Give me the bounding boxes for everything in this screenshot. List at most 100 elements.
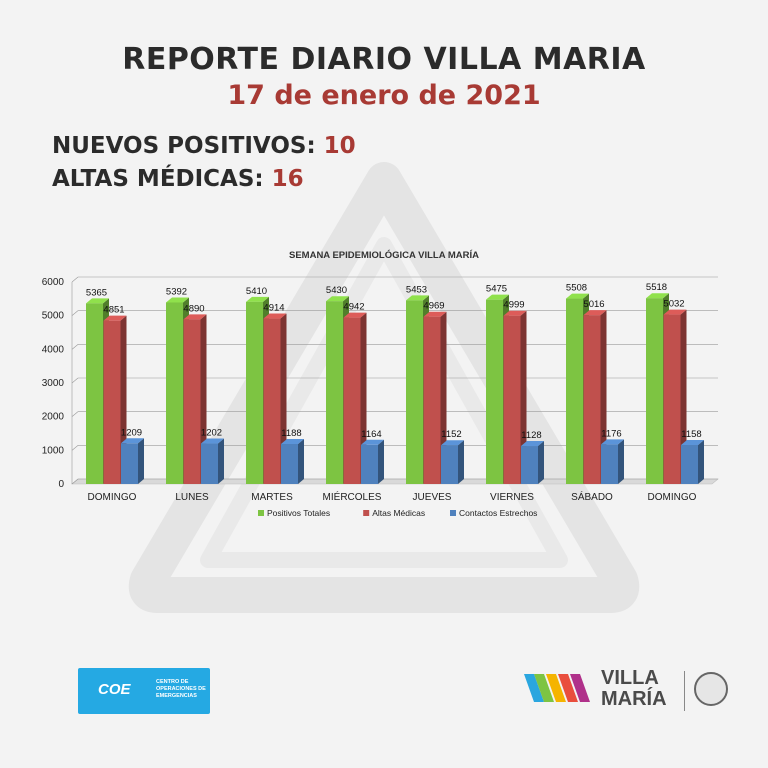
- bar-side: [698, 440, 704, 484]
- bar-top: [121, 438, 144, 444]
- bar-side: [378, 439, 384, 484]
- x-tick-label: JUEVES: [413, 492, 452, 503]
- report-date: 17 de enero de 2021: [227, 80, 541, 111]
- data-label: 4999: [503, 300, 524, 311]
- y-tick-label: 1000: [42, 445, 65, 456]
- data-label: 5365: [86, 287, 107, 298]
- data-label: 1152: [441, 429, 461, 440]
- report-title: REPORTE DIARIO VILLA MARIA: [122, 42, 646, 77]
- bar-side: [538, 441, 544, 484]
- y-tick-label: 4000: [42, 344, 65, 355]
- y-tick-label: 0: [58, 479, 64, 490]
- bar-side: [440, 311, 447, 484]
- bar: [406, 300, 423, 484]
- bar-top: [86, 298, 109, 304]
- data-label: 4890: [183, 303, 204, 314]
- bar-side: [680, 309, 687, 484]
- data-label: 1128: [521, 430, 541, 441]
- legend-swatch: [258, 510, 264, 516]
- bar-top: [601, 439, 624, 445]
- legend-label: Altas Médicas: [372, 508, 425, 518]
- bar: [183, 319, 201, 484]
- bar-top: [503, 310, 527, 316]
- data-label: 1188: [281, 428, 301, 439]
- bar-top: [566, 293, 589, 299]
- coe-logo-subtitle: Centro de Operaciones de Emergencias: [156, 679, 206, 699]
- bar-side: [520, 310, 527, 484]
- data-label: 4851: [103, 305, 124, 316]
- brand-divider: [684, 671, 685, 711]
- bar: [681, 445, 698, 484]
- legend-swatch: [450, 510, 456, 516]
- data-label: 4942: [343, 302, 364, 313]
- bar-side: [600, 310, 607, 484]
- medical-discharges-value: 16: [271, 166, 304, 192]
- bar-top: [521, 441, 544, 447]
- y-tick-label: 6000: [42, 277, 65, 288]
- bar: [646, 298, 663, 484]
- bar-top: [663, 309, 687, 315]
- bar: [103, 320, 121, 484]
- bar-side: [218, 438, 224, 484]
- x-tick-label: DOMINGO: [648, 492, 697, 503]
- bar: [263, 318, 281, 484]
- x-tick-label: SÁBADO: [571, 490, 613, 503]
- city-seal-icon: [694, 672, 728, 706]
- grid-line: [71, 445, 79, 451]
- bar-top: [281, 439, 304, 445]
- bar: [566, 298, 583, 484]
- bar-top: [201, 438, 224, 444]
- bar-top: [423, 311, 447, 317]
- data-label: 5508: [566, 283, 587, 294]
- bar: [521, 446, 538, 484]
- bar: [201, 443, 218, 484]
- bar: [583, 315, 601, 484]
- bar-top: [166, 297, 189, 303]
- bar: [441, 445, 458, 484]
- medical-discharges-stat: ALTAS MÉDICAS: 16: [52, 166, 304, 192]
- new-positives-label: NUEVOS POSITIVOS:: [52, 133, 316, 159]
- villa-maria-brand: VILLA MARÍA: [601, 668, 667, 710]
- bar-top: [183, 314, 207, 320]
- data-label: 4914: [263, 303, 284, 314]
- x-tick-label: LUNES: [175, 492, 209, 503]
- brand-line-2: MARÍA: [601, 688, 667, 710]
- data-label: 1209: [121, 427, 142, 438]
- data-label: 1164: [361, 429, 381, 440]
- data-label: 5032: [663, 299, 684, 310]
- bar: [246, 301, 263, 484]
- grid-line: [71, 276, 79, 283]
- y-tick-label: 2000: [42, 412, 65, 423]
- coe-logo-text: COE: [98, 681, 131, 698]
- data-label: 1202: [201, 428, 222, 439]
- bar: [361, 444, 378, 484]
- bar-top: [646, 293, 669, 299]
- bar-top: [583, 310, 607, 316]
- data-label: 1176: [601, 428, 621, 439]
- bar: [343, 317, 361, 484]
- bar-top: [343, 312, 367, 318]
- bar: [121, 443, 138, 484]
- bar-top: [441, 440, 464, 446]
- x-tick-label: MARTES: [251, 492, 293, 503]
- bar-side: [298, 439, 304, 484]
- y-tick-label: 3000: [42, 378, 65, 389]
- data-label: 5475: [486, 284, 507, 295]
- chart-title: SEMANA EPIDEMIOLÓGICA VILLA MARÍA: [289, 249, 479, 261]
- bar: [663, 314, 681, 484]
- bar-top: [486, 294, 509, 300]
- coe-logo: COE Centro de Operaciones de Emergencias: [78, 668, 210, 714]
- bar-top: [406, 295, 429, 301]
- bar: [86, 303, 103, 484]
- bar: [423, 316, 441, 484]
- brand-line-1: VILLA: [601, 667, 659, 689]
- bar: [166, 302, 183, 484]
- x-tick-label: MIÉRCOLES: [323, 490, 382, 503]
- grid-line: [71, 377, 79, 384]
- bar-top: [326, 296, 349, 302]
- legend-label: Positivos Totales: [267, 508, 330, 518]
- data-label: 5392: [166, 286, 187, 297]
- bar-top: [361, 439, 384, 445]
- data-label: 5518: [646, 282, 667, 293]
- bar-side: [138, 438, 144, 484]
